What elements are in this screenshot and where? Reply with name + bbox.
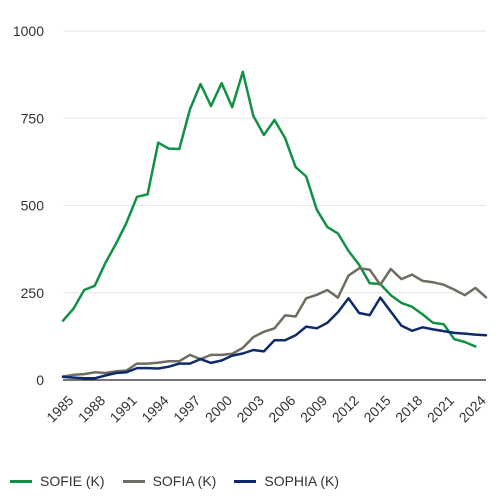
x-tick-label: 1997 — [170, 392, 203, 425]
x-tick-label: 1988 — [75, 392, 108, 425]
x-tick-label: 2015 — [360, 392, 393, 425]
x-tick-label: 2009 — [297, 392, 330, 425]
legend-item-sofia: SOFIA (K) — [122, 473, 217, 489]
legend: SOFIE (K) SOFIA (K) SOPHIA (K) — [10, 468, 490, 494]
series-lines — [61, 70, 488, 380]
legend-item-sophia: SOPHIA (K) — [234, 473, 339, 489]
x-tick-label: 2024 — [456, 392, 489, 425]
x-tick-label: 2021 — [424, 392, 457, 425]
y-tick-label: 750 — [21, 110, 45, 126]
legend-label-sofia: SOFIA (K) — [152, 473, 217, 489]
y-tick-label: 500 — [21, 198, 45, 214]
x-tick-label: 2003 — [233, 392, 266, 425]
x-tick-label: 1994 — [138, 392, 171, 425]
series-line-sofie — [61, 70, 477, 348]
x-tick-label: 2018 — [392, 392, 425, 425]
x-tick-label: 1991 — [107, 392, 140, 425]
x-tick-label: 2006 — [265, 392, 298, 425]
legend-swatch-sofie — [10, 479, 32, 483]
y-tick-label: 250 — [21, 285, 45, 301]
series-line-sophia — [61, 296, 488, 380]
legend-item-sofie: SOFIE (K) — [10, 473, 105, 489]
x-tick-label: 2012 — [329, 392, 362, 425]
legend-swatch-sofia — [122, 479, 145, 483]
series-line-sofia — [61, 267, 488, 378]
legend-label-sophia: SOPHIA (K) — [264, 473, 340, 489]
legend-swatch-sophia — [234, 479, 257, 483]
x-tick-label: 2000 — [202, 392, 235, 425]
y-tick-label: 0 — [36, 372, 44, 388]
x-axis-ticks: 1985198819911994199720002003200620092012… — [43, 392, 489, 425]
x-tick-label: 1985 — [43, 392, 76, 425]
y-tick-label: 1000 — [13, 23, 44, 39]
y-axis-ticks: 0 250 500 750 1000 — [13, 23, 44, 388]
legend-label-sofie: SOFIE (K) — [40, 473, 105, 489]
